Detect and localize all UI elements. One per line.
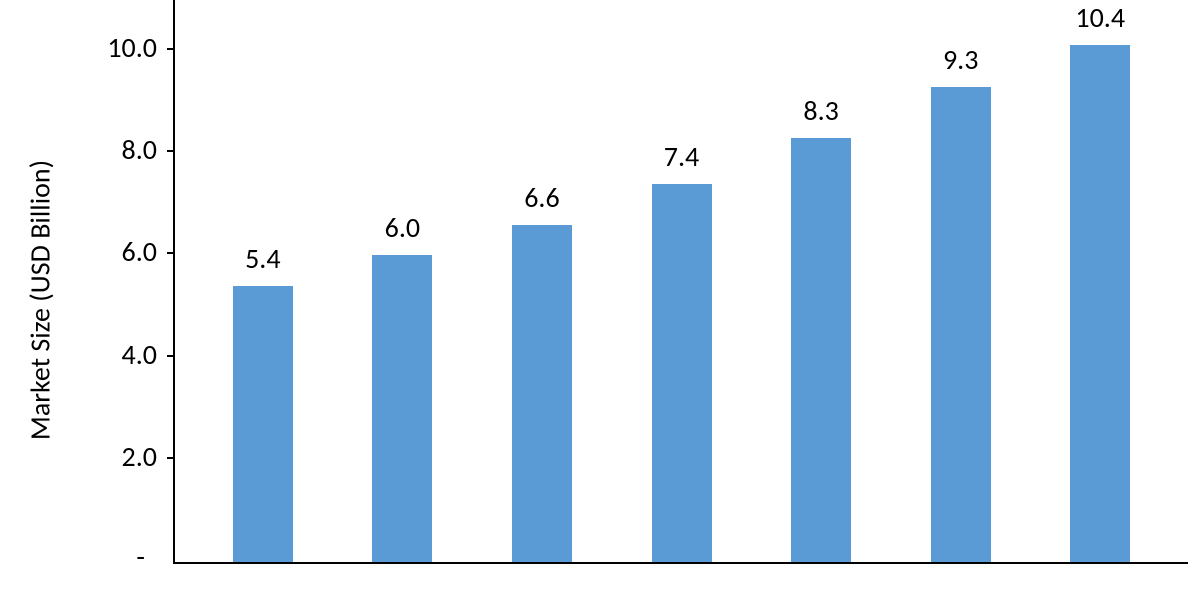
- y-tick-label: 8.0: [122, 132, 175, 167]
- bar: [372, 255, 432, 562]
- bar-value-label: 10.4: [1075, 0, 1125, 35]
- bar-value-label: 6.6: [524, 180, 559, 215]
- bars-container: 5.4 6.0 6.6 7.4 8.3 9.3: [175, 0, 1188, 562]
- plot-area: - 2.0 4.0 6.0 8.0 10.0 5.4 6.0 6.6 7.4: [173, 0, 1188, 564]
- bar-slot: 5.4: [193, 0, 333, 562]
- bar: [931, 87, 991, 562]
- bar: [512, 225, 572, 562]
- bar-value-label: 8.3: [803, 93, 838, 128]
- market-size-bar-chart: Market Size (USD Billion) - 2.0 4.0 6.0 …: [0, 0, 1200, 600]
- bar-value-label: 5.4: [245, 241, 280, 276]
- bar-slot: 10.4: [1030, 0, 1170, 562]
- bar-value-label: 7.4: [664, 139, 699, 174]
- bar-slot: 9.3: [891, 0, 1031, 562]
- bar-value-label: 6.0: [385, 210, 420, 245]
- bar-slot: 8.3: [751, 0, 891, 562]
- bar: [1070, 45, 1130, 562]
- bar-slot: 6.6: [472, 0, 612, 562]
- bar-slot: 7.4: [612, 0, 752, 562]
- bar-value-label: 9.3: [943, 42, 978, 77]
- y-tick-label: 10.0: [107, 30, 175, 65]
- bar-slot: 6.0: [333, 0, 473, 562]
- bar: [791, 138, 851, 562]
- bar: [233, 286, 293, 562]
- y-tick-label: 4.0: [122, 337, 175, 372]
- y-axis-zero-label: -: [136, 539, 175, 574]
- bar: [652, 184, 712, 562]
- y-axis-title: Market Size (USD Billion): [23, 160, 58, 440]
- y-tick-label: 2.0: [122, 439, 175, 474]
- y-tick-label: 6.0: [122, 234, 175, 269]
